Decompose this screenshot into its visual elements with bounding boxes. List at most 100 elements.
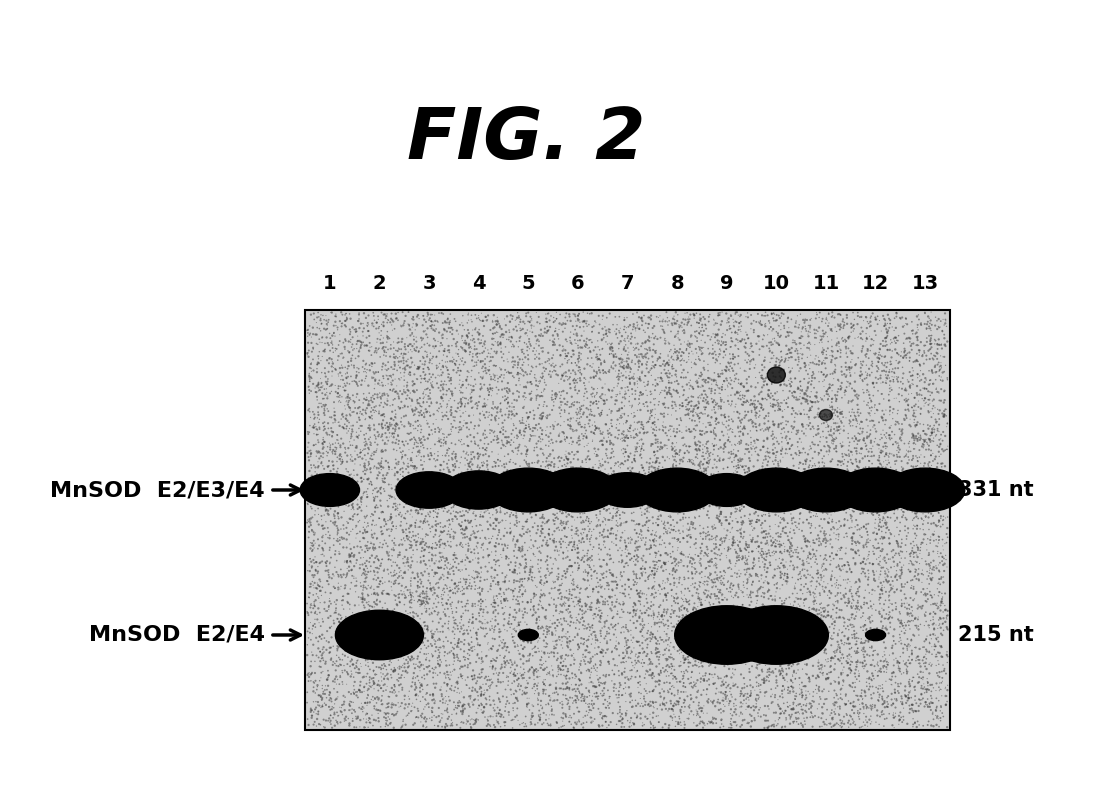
Point: [659, 619, 677, 632]
Point: [405, 386, 423, 399]
Point: [901, 703, 919, 715]
Point: [449, 676, 467, 688]
Point: [563, 691, 581, 704]
Point: [778, 603, 796, 616]
Point: [938, 527, 956, 540]
Point: [549, 614, 567, 626]
Point: [510, 386, 528, 399]
Point: [489, 326, 507, 339]
Point: [566, 356, 584, 369]
Point: [426, 523, 444, 536]
Point: [629, 364, 647, 377]
Point: [643, 667, 661, 680]
Point: [781, 699, 799, 712]
Point: [313, 555, 331, 568]
Point: [767, 534, 784, 546]
Point: [900, 393, 918, 406]
Point: [796, 714, 814, 727]
Point: [611, 403, 629, 416]
Point: [721, 685, 739, 698]
Point: [429, 589, 446, 602]
Point: [841, 370, 859, 382]
Point: [594, 710, 612, 722]
Point: [733, 413, 751, 426]
Point: [459, 661, 477, 674]
Point: [781, 442, 799, 455]
Point: [768, 472, 786, 485]
Point: [737, 544, 755, 557]
Point: [519, 376, 537, 389]
Point: [370, 577, 388, 590]
Point: [468, 675, 486, 688]
Point: [742, 569, 760, 582]
Point: [836, 591, 854, 603]
Point: [866, 472, 884, 485]
Point: [579, 569, 596, 582]
Point: [788, 690, 806, 703]
Point: [836, 559, 854, 572]
Point: [618, 515, 636, 528]
Point: [563, 500, 581, 512]
Point: [485, 668, 502, 680]
Point: [556, 567, 574, 580]
Point: [773, 513, 791, 526]
Point: [886, 458, 904, 470]
Point: [579, 451, 596, 464]
Point: [727, 512, 745, 525]
Point: [866, 468, 884, 481]
Point: [730, 374, 747, 386]
Point: [857, 311, 875, 324]
Point: [438, 401, 455, 414]
Point: [737, 396, 755, 408]
Point: [667, 443, 685, 456]
Point: [740, 354, 758, 366]
Point: [637, 384, 655, 396]
Point: [356, 339, 374, 352]
Point: [558, 692, 576, 705]
Point: [567, 622, 585, 634]
Point: [435, 538, 453, 550]
Point: [928, 659, 946, 672]
Point: [551, 489, 568, 502]
Point: [892, 634, 910, 646]
Point: [728, 503, 746, 515]
Point: [393, 580, 411, 592]
Point: [367, 653, 385, 665]
Point: [629, 555, 647, 568]
Point: [743, 449, 761, 462]
Point: [493, 391, 511, 404]
Point: [876, 437, 894, 450]
Point: [877, 369, 895, 381]
Point: [854, 489, 872, 502]
Point: [762, 307, 780, 320]
Point: [433, 413, 451, 426]
Point: [340, 528, 358, 541]
Point: [489, 475, 507, 488]
Point: [910, 562, 928, 575]
Point: [831, 403, 849, 416]
Point: [750, 411, 768, 423]
Point: [910, 705, 928, 718]
Point: [405, 657, 423, 670]
Point: [627, 658, 645, 671]
Point: [412, 469, 430, 481]
Point: [319, 493, 337, 506]
Point: [535, 449, 553, 462]
Point: [831, 380, 849, 393]
Point: [764, 307, 782, 320]
Point: [923, 567, 941, 580]
Point: [928, 473, 946, 486]
Point: [775, 514, 793, 527]
Point: [862, 595, 880, 607]
Point: [363, 588, 380, 600]
Point: [303, 543, 321, 556]
Point: [560, 347, 577, 359]
Point: [905, 519, 923, 531]
Point: [443, 354, 461, 367]
Point: [432, 554, 450, 566]
Point: [311, 596, 329, 609]
Point: [434, 316, 452, 329]
Point: [566, 334, 584, 347]
Point: [910, 313, 928, 326]
Point: [815, 347, 833, 359]
